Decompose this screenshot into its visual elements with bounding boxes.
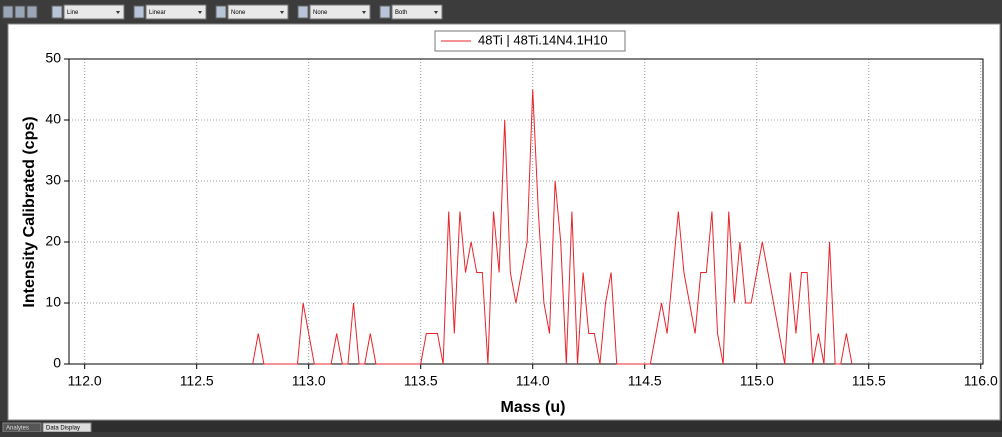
dropdown[interactable] [309,4,371,20]
toolbar-icon [297,5,309,19]
dropdown-arrow [362,11,366,14]
dropdown-label: Both [395,10,407,16]
toolbar-icon [379,5,391,19]
tab-bar [0,421,1002,432]
legend: 48Ti | 48Ti.14N4.1H10 [434,30,626,52]
y-tick-label: 50 [45,50,61,66]
legend-box [434,30,626,52]
dropdown[interactable] [391,4,443,20]
toolbar-icon [133,5,145,19]
y-tick-label: 20 [45,233,61,249]
x-tick-label: 113.5 [404,373,438,389]
toolbar-icon [51,5,63,19]
x-tick-label: 114.0 [516,373,550,389]
x-tick-label: 112.5 [180,373,214,389]
dropdown-arrow [198,11,202,14]
dropdown-label: None [231,10,246,16]
toolbar-icon [26,5,38,19]
dropdown[interactable] [63,4,125,20]
x-tick-label: 115.5 [852,373,886,389]
x-tick-label: 116.0 [964,373,998,389]
dropdown-arrow [434,11,438,14]
y-tick-label: 0 [53,355,61,371]
dropdown-arrow [116,11,120,14]
dropdown-label: Line [67,10,79,16]
x-tick-label: 112.0 [68,373,102,389]
toolbar-icon [14,5,26,19]
dropdown[interactable] [145,4,207,20]
toolbar-icon [215,5,227,19]
tab-label: Analytes [6,426,29,432]
x-axis-label: Mass (u) [501,399,566,416]
tab-label: Data Display [46,426,80,432]
dropdown[interactable] [227,4,289,20]
y-axis-label: Intensity Calibrated (cps) [21,116,38,307]
x-tick-label: 113.0 [292,373,326,389]
dropdown-label: None [313,10,328,16]
legend-label: 48Ti | 48Ti.14N4.1H10 [478,32,608,47]
x-tick-label: 115.0 [740,373,774,389]
y-tick-label: 30 [45,172,61,188]
plot-frame [68,58,984,365]
y-tick-label: 40 [45,111,61,127]
toolbar-icon [2,5,14,19]
dropdown-label: Linear [149,10,166,16]
dropdown-arrow [280,11,284,14]
data-line [252,89,853,365]
y-tick-label: 10 [45,294,61,310]
x-tick-label: 114.5 [628,373,662,389]
